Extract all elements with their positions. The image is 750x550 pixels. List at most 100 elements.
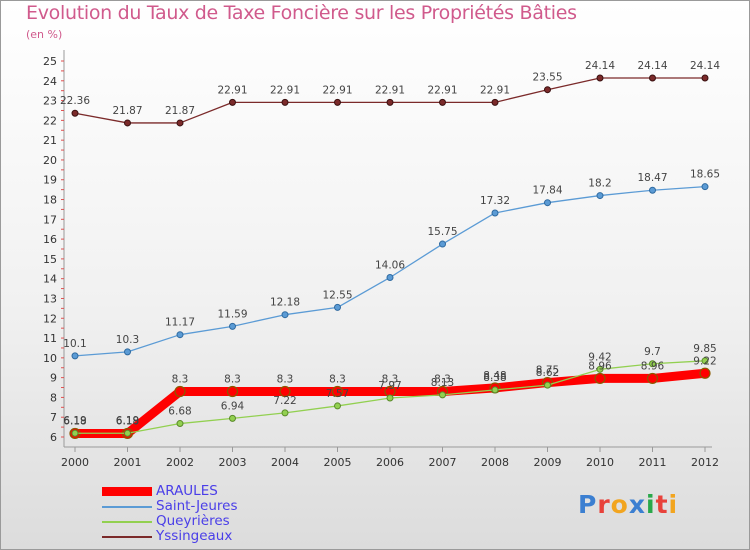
data-label-araules: 6.18 xyxy=(116,415,139,427)
legend-label-araules: ARAULES xyxy=(156,483,218,499)
data-point-saint-jeures xyxy=(649,186,656,194)
data-point-yssingeaux xyxy=(701,74,709,82)
data-point-araules xyxy=(699,367,711,379)
x-tick-label: 2001 xyxy=(114,456,142,469)
data-point-saint-jeures xyxy=(176,331,184,339)
data-label-yssingeaux: 22.91 xyxy=(270,84,300,96)
x-tick-label: 2008 xyxy=(481,456,509,469)
data-label-yssingeaux: 22.91 xyxy=(217,84,247,96)
data-point-queyri-res xyxy=(386,394,394,402)
data-point-yssingeaux xyxy=(71,109,79,117)
data-label-yssingeaux: 22.91 xyxy=(480,84,510,96)
data-label-araules: 8.96 xyxy=(588,360,612,372)
data-label-queyri-res: 6.19 xyxy=(116,415,139,427)
legend-swatch-yssingeaux xyxy=(102,536,152,538)
data-point-queyri-res xyxy=(649,360,656,368)
y-tick-label: 8 xyxy=(50,391,57,404)
data-label-araules: 8.48 xyxy=(483,370,506,382)
data-label-saint-jeures: 12.55 xyxy=(322,289,352,301)
x-tick-label: 2012 xyxy=(691,456,719,469)
data-label-queyri-res: 9.7 xyxy=(644,346,661,358)
legend-label-queyri-res: Queyrières xyxy=(156,513,230,529)
data-label-araules: 8.3 xyxy=(382,373,399,385)
data-point-saint-jeures xyxy=(281,311,289,319)
data-point-yssingeaux xyxy=(229,98,236,106)
data-label-queyri-res: 8.38 xyxy=(483,372,506,384)
data-point-araules xyxy=(174,385,186,398)
logo-letter: i xyxy=(668,490,679,519)
data-point-saint-jeures xyxy=(71,352,79,360)
data-point-yssingeaux xyxy=(386,98,394,106)
data-label-saint-jeures: 15.75 xyxy=(427,226,457,238)
data-label-saint-jeures: 18.47 xyxy=(637,172,667,184)
data-point-queyri-res xyxy=(491,386,499,394)
data-label-queyri-res: 7.97 xyxy=(378,380,401,392)
x-tick-label: 2004 xyxy=(271,456,299,469)
data-point-queyri-res xyxy=(544,381,551,389)
data-label-saint-jeures: 18.65 xyxy=(690,169,720,181)
data-point-queyri-res xyxy=(71,429,79,437)
logo-letter: o xyxy=(610,490,629,519)
data-point-saint-jeures xyxy=(124,348,131,356)
y-tick-label: 13 xyxy=(43,292,57,305)
y-tick-label: 12 xyxy=(43,312,57,325)
data-point-yssingeaux xyxy=(334,98,341,106)
data-label-saint-jeures: 11.59 xyxy=(217,308,247,320)
legend-swatch-araules xyxy=(102,487,152,496)
y-tick-label: 16 xyxy=(43,233,57,246)
proxiti-logo: Proxiti xyxy=(578,490,678,519)
y-tick-label: 10 xyxy=(43,352,57,365)
chart-subtitle: (en %) xyxy=(26,28,63,41)
x-tick-label: 2000 xyxy=(61,456,89,469)
data-label-yssingeaux: 24.14 xyxy=(637,60,667,72)
data-label-araules: 6.18 xyxy=(63,415,86,427)
y-tick-label: 7 xyxy=(50,411,57,424)
data-point-queyri-res xyxy=(334,402,341,410)
data-label-yssingeaux: 24.14 xyxy=(585,60,615,72)
logo-letter: i xyxy=(646,490,656,519)
y-tick-label: 21 xyxy=(43,134,57,147)
data-point-yssingeaux xyxy=(176,119,184,127)
data-label-araules: 8.96 xyxy=(641,360,665,372)
x-tick-label: 2002 xyxy=(166,456,194,469)
x-tick-label: 2003 xyxy=(219,456,247,469)
data-point-saint-jeures xyxy=(491,209,499,217)
data-label-yssingeaux: 21.87 xyxy=(112,105,142,117)
data-point-araules xyxy=(279,385,291,398)
y-tick-label: 17 xyxy=(43,213,57,226)
data-label-yssingeaux: 22.91 xyxy=(322,84,352,96)
y-tick-label: 25 xyxy=(43,55,57,68)
data-label-queyri-res: 7.22 xyxy=(273,395,296,407)
data-point-araules xyxy=(646,372,659,385)
logo-letter: P xyxy=(578,490,598,519)
x-tick-label: 2010 xyxy=(586,456,614,469)
data-point-yssingeaux xyxy=(439,98,446,106)
y-tick-label: 18 xyxy=(43,194,57,207)
data-point-araules xyxy=(331,385,344,398)
data-point-saint-jeures xyxy=(439,240,446,248)
data-label-yssingeaux: 22.91 xyxy=(375,84,405,96)
data-point-araules xyxy=(594,372,606,385)
data-point-saint-jeures xyxy=(544,199,551,207)
data-point-queyri-res xyxy=(281,409,289,417)
data-label-queyri-res: 8.13 xyxy=(431,377,454,389)
data-label-saint-jeures: 14.06 xyxy=(375,259,405,271)
y-tick-label: 23 xyxy=(43,95,57,108)
data-label-araules: 8.75 xyxy=(536,365,559,377)
data-point-yssingeaux xyxy=(281,98,289,106)
data-label-queyri-res: 8.62 xyxy=(536,367,559,379)
data-point-queyri-res xyxy=(439,391,446,399)
logo-letter: r xyxy=(597,490,611,519)
x-tick-label: 2007 xyxy=(429,456,457,469)
data-label-araules: 8.3 xyxy=(329,373,346,385)
data-point-saint-jeures xyxy=(596,192,604,200)
chart-title: Evolution du Taux de Taxe Foncière sur l… xyxy=(26,2,577,24)
legend-swatch-queyri-res xyxy=(102,521,152,523)
x-tick-label: 2005 xyxy=(324,456,352,469)
legend-swatch-saint-jeures xyxy=(102,506,152,508)
data-point-araules xyxy=(226,385,239,398)
data-point-yssingeaux xyxy=(544,86,551,94)
data-label-saint-jeures: 17.84 xyxy=(532,185,562,197)
data-label-saint-jeures: 12.18 xyxy=(270,297,300,309)
